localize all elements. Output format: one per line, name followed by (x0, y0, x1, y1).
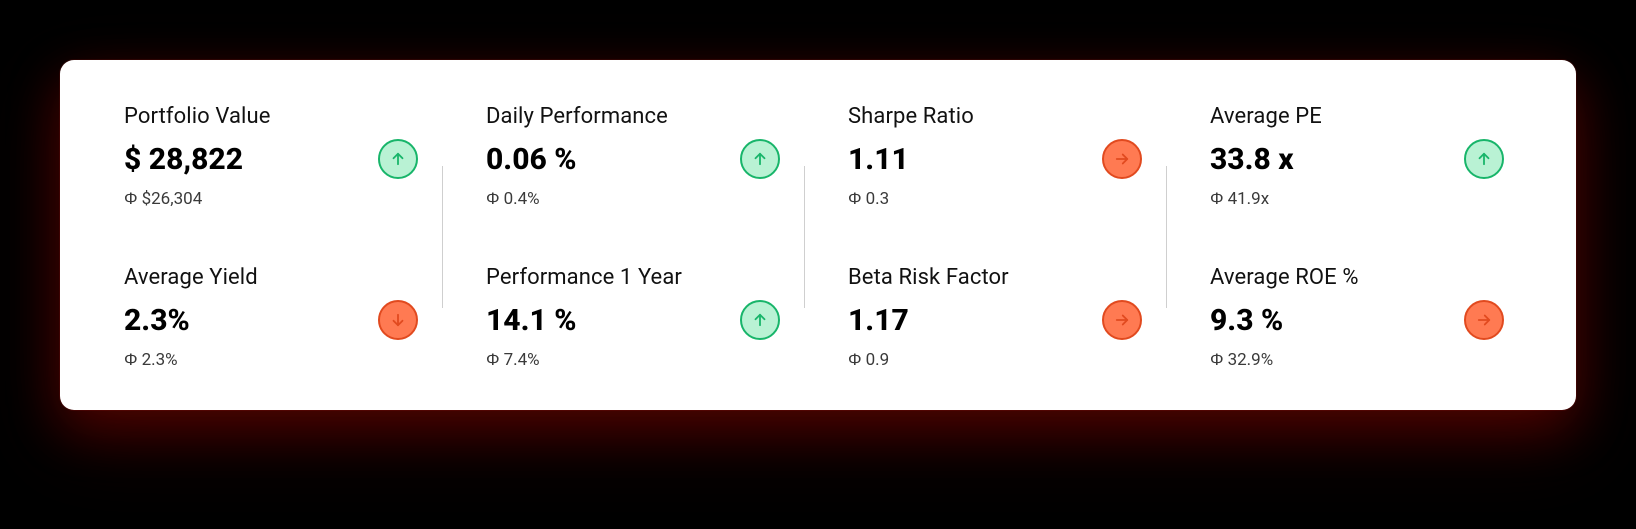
phi-icon: Φ (486, 189, 500, 209)
metric-value: 1.11 (848, 142, 909, 177)
metric-label: Portfolio Value (124, 104, 418, 129)
arrow-up-icon (740, 300, 780, 340)
metric-benchmark-value: 0.9 (866, 350, 890, 370)
arrow-right-icon (1464, 300, 1504, 340)
metric-label: Beta Risk Factor (848, 265, 1142, 290)
metric-benchmark-value: 0.3 (866, 189, 890, 209)
metric-label: Average PE (1210, 104, 1504, 129)
metric-label: Daily Performance (486, 104, 780, 129)
arrow-up-icon (740, 139, 780, 179)
metric-value: 0.06 % (486, 142, 577, 177)
metric-benchmark: Φ2.3% (124, 350, 418, 370)
kpi-column: Sharpe Ratio 1.11 Φ0.3 Beta Risk Factor … (804, 104, 1166, 370)
metric-value: 14.1 % (486, 303, 577, 338)
kpi-column: Average PE 33.8 x Φ41.9x Average ROE % 9… (1166, 104, 1528, 370)
metric-sharpe-ratio: Sharpe Ratio 1.11 Φ0.3 (848, 104, 1142, 209)
arrow-up-icon (378, 139, 418, 179)
arrow-up-icon (1464, 139, 1504, 179)
metric-benchmark: Φ0.4% (486, 189, 780, 209)
arrow-right-icon (1102, 300, 1142, 340)
metric-benchmark: Φ0.3 (848, 189, 1142, 209)
metric-portfolio-value: Portfolio Value $ 28,822 Φ $26,304 (124, 104, 418, 209)
phi-icon: Φ (124, 189, 138, 209)
portfolio-kpi-card: Portfolio Value $ 28,822 Φ $26,304 Avera… (60, 60, 1576, 410)
metric-value: 1.17 (848, 303, 909, 338)
metric-beta-risk-factor: Beta Risk Factor 1.17 Φ0.9 (848, 265, 1142, 370)
phi-icon: Φ (1210, 350, 1224, 370)
metric-value: 9.3 % (1210, 303, 1283, 338)
metric-value: 33.8 x (1210, 142, 1294, 177)
metric-benchmark-value: 7.4% (504, 350, 540, 370)
metric-benchmark: Φ7.4% (486, 350, 780, 370)
phi-icon: Φ (124, 350, 138, 370)
column-divider (804, 166, 805, 308)
metric-benchmark: Φ41.9x (1210, 189, 1504, 209)
metric-value: $ 28,822 (124, 142, 243, 177)
metric-average-roe: Average ROE % 9.3 % Φ32.9% (1210, 265, 1504, 370)
column-divider (442, 166, 443, 308)
phi-icon: Φ (848, 350, 862, 370)
phi-icon: Φ (1210, 189, 1224, 209)
metric-benchmark-value: $26,304 (142, 189, 203, 209)
column-divider (1166, 166, 1167, 308)
kpi-column: Daily Performance 0.06 % Φ0.4% Performan… (442, 104, 804, 370)
metric-benchmark-value: 41.9x (1228, 189, 1270, 209)
phi-icon: Φ (486, 350, 500, 370)
arrow-down-icon (378, 300, 418, 340)
metric-average-yield: Average Yield 2.3% Φ2.3% (124, 265, 418, 370)
metric-benchmark: Φ0.9 (848, 350, 1142, 370)
metric-daily-performance: Daily Performance 0.06 % Φ0.4% (486, 104, 780, 209)
metric-performance-1y: Performance 1 Year 14.1 % Φ7.4% (486, 265, 780, 370)
phi-icon: Φ (848, 189, 862, 209)
metric-benchmark-value: 32.9% (1228, 350, 1274, 370)
metric-average-pe: Average PE 33.8 x Φ41.9x (1210, 104, 1504, 209)
metric-benchmark: Φ $26,304 (124, 189, 418, 209)
metric-value: 2.3% (124, 303, 190, 338)
metric-label: Average Yield (124, 265, 418, 290)
arrow-right-icon (1102, 139, 1142, 179)
metric-benchmark-value: 2.3% (142, 350, 178, 370)
metric-benchmark: Φ32.9% (1210, 350, 1504, 370)
metric-benchmark-value: 0.4% (504, 189, 540, 209)
kpi-column: Portfolio Value $ 28,822 Φ $26,304 Avera… (124, 104, 442, 370)
metric-label: Average ROE % (1210, 265, 1504, 290)
metric-label: Performance 1 Year (486, 265, 780, 290)
metric-label: Sharpe Ratio (848, 104, 1142, 129)
